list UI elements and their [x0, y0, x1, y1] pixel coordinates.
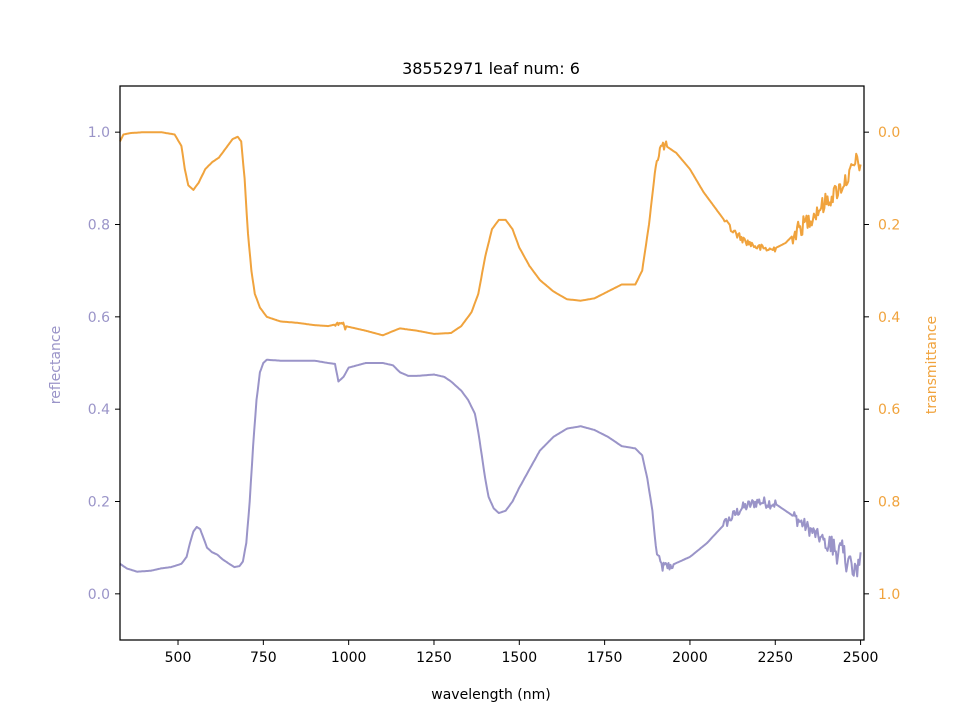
- x-tick-label: 1000: [331, 650, 367, 666]
- y-right-tick-label: 0.4: [878, 310, 900, 326]
- y-left-tick-label: 0.8: [88, 218, 110, 234]
- chart-title: 38552971 leaf num: 6: [402, 59, 580, 78]
- y-left-tick-label: 0.4: [88, 402, 110, 418]
- x-tick-label: 500: [165, 650, 192, 666]
- plot-frame: [119, 85, 865, 641]
- x-tick-label: 2250: [757, 650, 793, 666]
- x-tick-label: 1500: [501, 650, 537, 666]
- y-right-tick-label: 1.0: [878, 587, 900, 603]
- reflectance-series-line: [119, 358, 862, 578]
- y-right-tick-label: 0.2: [878, 218, 900, 234]
- x-axis: 500 750 1000 1250 1500 1750 2000 2250 2500: [165, 640, 879, 666]
- y-left-tick-label: 1.0: [88, 125, 110, 141]
- y-axis-right-label: transmittance: [924, 316, 940, 414]
- x-tick-label: 750: [250, 650, 277, 666]
- x-tick-label: 1250: [416, 650, 452, 666]
- y-left-tick-label: 0.6: [88, 310, 110, 326]
- transmittance-series-line: [119, 131, 862, 337]
- y-axis-left-label: reflectance: [48, 326, 64, 404]
- y-right-tick-label: 0.8: [878, 495, 900, 511]
- y-left-tick-label: 0.0: [88, 587, 110, 603]
- x-tick-label: 2000: [672, 650, 708, 666]
- x-tick-label: 1750: [587, 650, 623, 666]
- y-axis-left: 0.0 0.2 0.4 0.6 0.8 1.0: [88, 125, 120, 603]
- series-layer: [119, 131, 862, 578]
- x-axis-label: wavelength (nm): [431, 687, 550, 703]
- y-right-tick-label: 0.6: [878, 402, 900, 418]
- y-left-tick-label: 0.2: [88, 495, 110, 511]
- y-axis-right: 0.0 0.2 0.4 0.6 0.8 1.0: [864, 125, 900, 603]
- x-tick-label: 2500: [843, 650, 879, 666]
- y-right-tick-label: 0.0: [878, 125, 900, 141]
